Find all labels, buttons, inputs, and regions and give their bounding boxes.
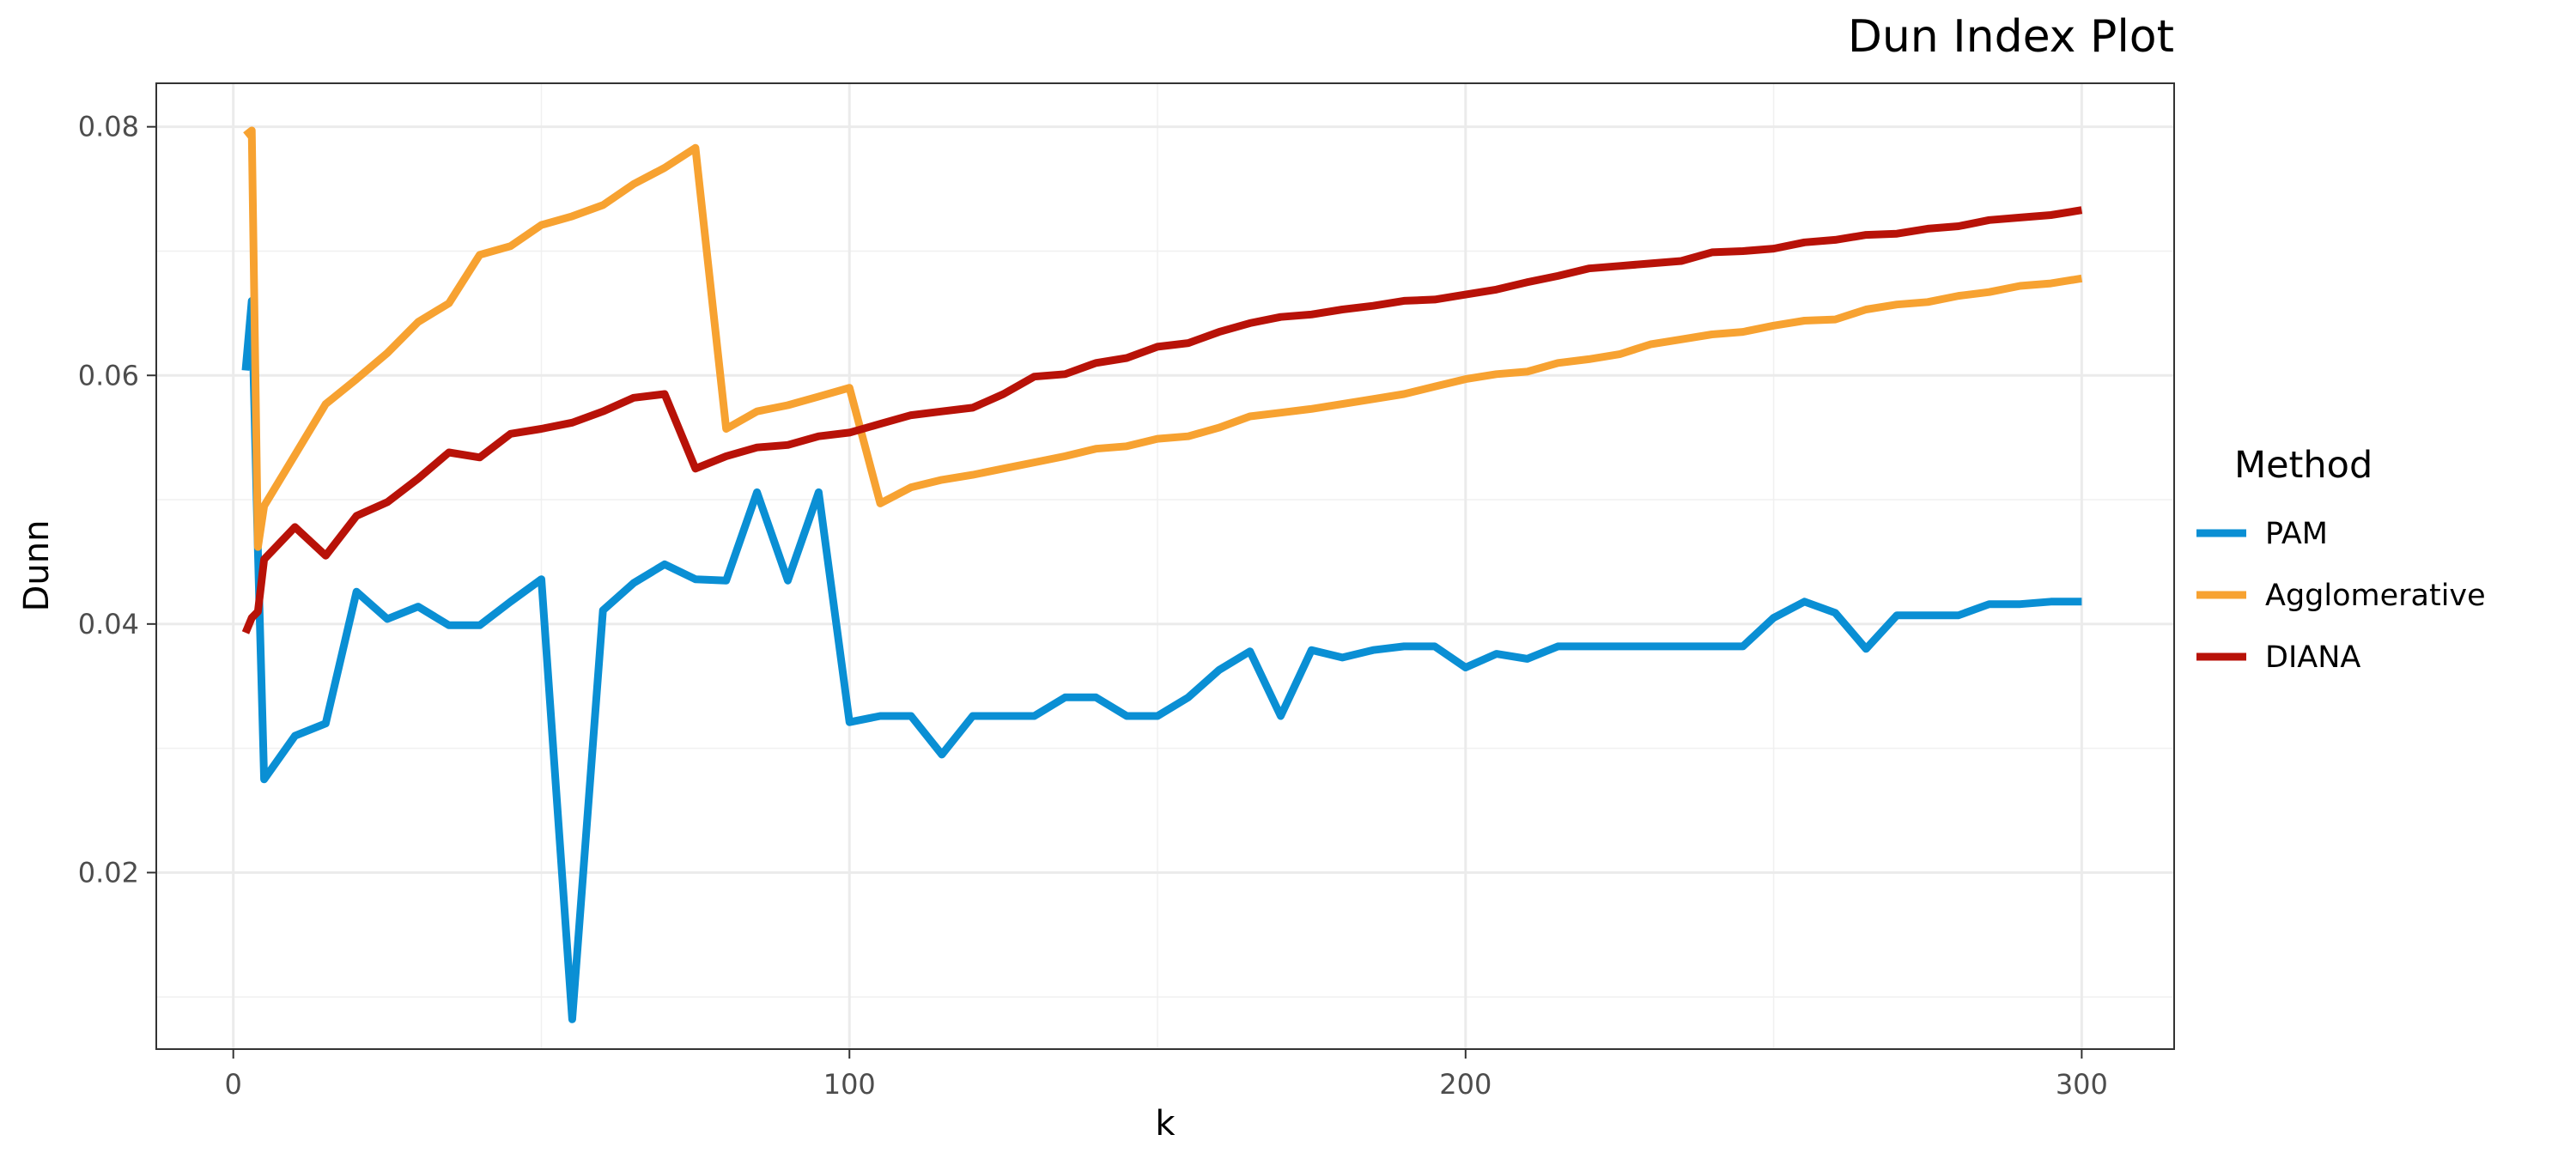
legend-items: PAM Agglomerative DIANA <box>2196 517 2486 675</box>
series-line-agglomerative <box>243 126 2083 551</box>
series-lines <box>241 126 2083 1023</box>
y-tick-label: 0.06 <box>78 359 139 391</box>
chart-title: Dun Index Plot <box>1848 11 2174 63</box>
y-tick-label: 0.08 <box>78 111 139 143</box>
legend-label: Agglomerative <box>2265 579 2486 613</box>
legend-label: DIANA <box>2265 640 2360 675</box>
plot-panel-background <box>156 83 2174 1049</box>
y-axis-title: Dunn <box>17 520 57 612</box>
major-gridlines <box>156 83 2174 1049</box>
series-line-diana <box>241 206 2083 634</box>
y-tick-label: 0.02 <box>78 856 139 889</box>
plot-panel-border <box>155 82 2175 1050</box>
x-tick-label: 300 <box>2056 1068 2108 1101</box>
x-tick-label: 100 <box>823 1068 876 1101</box>
y-axis-ticks: 0.02 0.04 0.06 0.08 <box>78 111 156 889</box>
x-tick-label: 200 <box>1439 1068 1492 1101</box>
x-tick-label: 0 <box>225 1068 242 1101</box>
legend-label: PAM <box>2265 517 2328 551</box>
legend-title: Method <box>2234 444 2372 487</box>
x-axis-ticks: 0 100 200 300 <box>225 1049 2108 1101</box>
x-axis-title: k <box>1155 1104 1176 1144</box>
y-tick-label: 0.04 <box>78 608 139 640</box>
series-line-pam <box>241 296 2082 1023</box>
legend: Method PAM Agglomerative DIANA <box>2196 444 2486 675</box>
